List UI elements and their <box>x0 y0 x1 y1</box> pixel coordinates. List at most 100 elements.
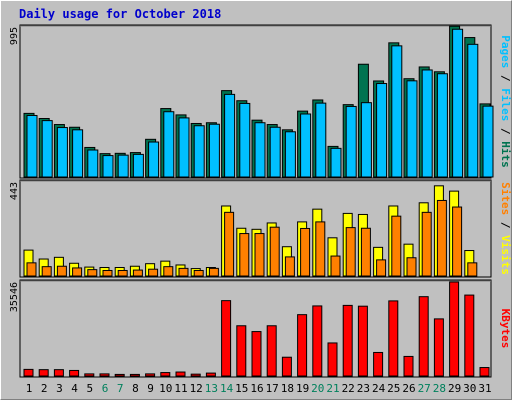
max-value-label: 443 <box>9 182 20 200</box>
bar-files-day-19 <box>300 113 312 178</box>
bar-kbytes-day-20 <box>312 305 323 377</box>
bar-sites-day-5 <box>87 269 98 277</box>
legend-bottom: KBytes <box>499 309 512 349</box>
max-value-label: 995 <box>9 27 20 45</box>
bar-sites-day-4 <box>72 267 83 277</box>
x-tick-day-17: 17 <box>266 382 279 395</box>
bar-files-day-1 <box>26 114 38 178</box>
bar-files-day-17 <box>269 126 281 178</box>
bar-kbytes-day-31 <box>479 367 490 377</box>
x-tick-day-22: 22 <box>342 382 355 395</box>
x-tick-day-8: 8 <box>132 382 139 395</box>
x-tick-day-10: 10 <box>159 382 172 395</box>
x-tick-day-19: 19 <box>296 382 309 395</box>
bar-kbytes-day-22 <box>342 304 353 377</box>
bar-files-day-11 <box>178 117 190 178</box>
bar-kbytes-day-10 <box>160 372 171 377</box>
bar-files-day-18 <box>284 131 296 178</box>
legend-separator: / <box>499 215 512 235</box>
bar-files-day-31 <box>482 105 494 178</box>
x-tick-day-29: 29 <box>448 382 461 395</box>
bar-files-day-5 <box>87 149 99 178</box>
x-tick-day-26: 26 <box>402 382 415 395</box>
bar-sites-day-28 <box>436 199 447 277</box>
x-tick-day-30: 30 <box>463 382 476 395</box>
bar-sites-day-7 <box>117 269 128 277</box>
bar-sites-day-19 <box>300 227 311 277</box>
legend-files: Files <box>499 88 512 121</box>
x-tick-day-4: 4 <box>71 382 78 395</box>
legend-pages: Pages <box>499 35 512 68</box>
bar-files-day-22 <box>345 105 357 178</box>
bar-files-day-13 <box>208 123 220 178</box>
x-tick-day-18: 18 <box>281 382 294 395</box>
x-tick-day-6: 6 <box>102 382 109 395</box>
bar-kbytes-day-28 <box>433 318 444 377</box>
bar-kbytes-day-14 <box>221 300 232 377</box>
bar-sites-day-30 <box>467 262 478 277</box>
bar-kbytes-day-21 <box>327 342 338 377</box>
bar-sites-day-26 <box>406 257 417 277</box>
x-tick-day-16: 16 <box>250 382 263 395</box>
x-tick-day-20: 20 <box>311 382 324 395</box>
page-title: Daily usage for October 2018 <box>19 7 222 21</box>
bar-files-day-24 <box>376 83 388 178</box>
bar-kbytes-day-12 <box>190 373 201 377</box>
legend-hits: Hits <box>499 141 512 168</box>
bar-files-day-29 <box>452 28 464 178</box>
bar-files-day-9 <box>148 141 160 178</box>
x-axis-labels: 1 2 3 4 5 6 7 8 9 10 11 12 13 14 15 16 17 18 19 20 21 22 23 24 2… <box>26 382 492 395</box>
max-value-label: 35546 <box>9 282 20 312</box>
x-tick-day-15: 15 <box>235 382 248 395</box>
bar-sites-day-18 <box>284 256 295 277</box>
bar-files-day-14 <box>224 93 236 178</box>
x-tick-day-13: 13 <box>205 382 218 395</box>
bar-files-day-23 <box>360 102 372 178</box>
bar-sites-day-16 <box>254 233 265 277</box>
x-tick-day-3: 3 <box>56 382 63 395</box>
legend-sites: Sites <box>499 182 512 215</box>
bar-kbytes-day-17 <box>266 325 277 377</box>
bar-kbytes-day-9 <box>145 373 156 377</box>
x-tick-day-27: 27 <box>418 382 431 395</box>
bar-sites-day-17 <box>269 226 280 277</box>
x-tick-day-1: 1 <box>26 382 33 395</box>
bar-kbytes-day-24 <box>373 351 384 377</box>
bar-files-day-16 <box>254 122 266 178</box>
bar-sites-day-6 <box>102 269 113 277</box>
x-tick-day-9: 9 <box>147 382 154 395</box>
bar-kbytes-day-29 <box>449 281 460 377</box>
x-tick-day-24: 24 <box>372 382 386 395</box>
bar-sites-day-14 <box>224 211 235 277</box>
x-tick-day-31: 31 <box>478 382 491 395</box>
legend-middle: Sites / Visits <box>499 182 512 275</box>
bar-files-day-3 <box>56 127 68 178</box>
bar-kbytes-day-23 <box>357 305 368 377</box>
panel-middle: 443 Sites / Visits <box>9 179 512 278</box>
bar-sites-day-10 <box>163 266 174 277</box>
x-tick-day-21: 21 <box>326 382 339 395</box>
bar-kbytes-day-3 <box>53 369 64 377</box>
bar-kbytes-day-2 <box>38 369 49 377</box>
bar-kbytes-day-26 <box>403 355 414 377</box>
bar-kbytes-day-25 <box>388 300 399 377</box>
bar-kbytes-day-5 <box>84 373 95 377</box>
bar-kbytes-day-18 <box>281 356 292 377</box>
bar-kbytes-day-15 <box>236 325 247 377</box>
bar-kbytes-day-11 <box>175 371 186 377</box>
bar-sites-day-3 <box>56 265 67 277</box>
bar-kbytes-day-16 <box>251 331 262 377</box>
x-tick-day-12: 12 <box>190 382 203 395</box>
bar-sites-day-24 <box>376 259 387 277</box>
bar-files-day-4 <box>72 129 84 178</box>
panel-bottom: 35546 KBytes <box>9 279 512 378</box>
bar-sites-day-23 <box>360 227 371 277</box>
x-tick-day-2: 2 <box>41 382 48 395</box>
bar-files-day-2 <box>41 120 53 178</box>
bar-files-day-26 <box>406 80 418 178</box>
bar-files-day-20 <box>315 102 327 178</box>
bar-sites-day-21 <box>330 255 341 277</box>
legend-separator: / <box>499 68 512 88</box>
legend-top: Pages / Files / Hits <box>499 35 512 168</box>
